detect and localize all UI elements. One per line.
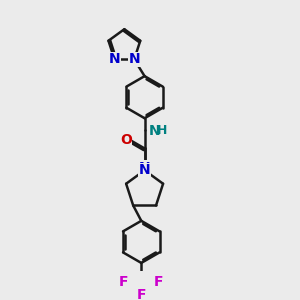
Text: F: F: [154, 275, 164, 289]
Text: F: F: [119, 275, 128, 289]
Text: N: N: [139, 163, 150, 177]
Text: N: N: [128, 52, 140, 66]
Text: N: N: [139, 161, 150, 175]
Text: F: F: [136, 288, 146, 300]
Text: H: H: [157, 124, 167, 137]
Text: N: N: [109, 52, 120, 66]
Text: N: N: [149, 124, 161, 138]
Text: O: O: [120, 134, 132, 147]
